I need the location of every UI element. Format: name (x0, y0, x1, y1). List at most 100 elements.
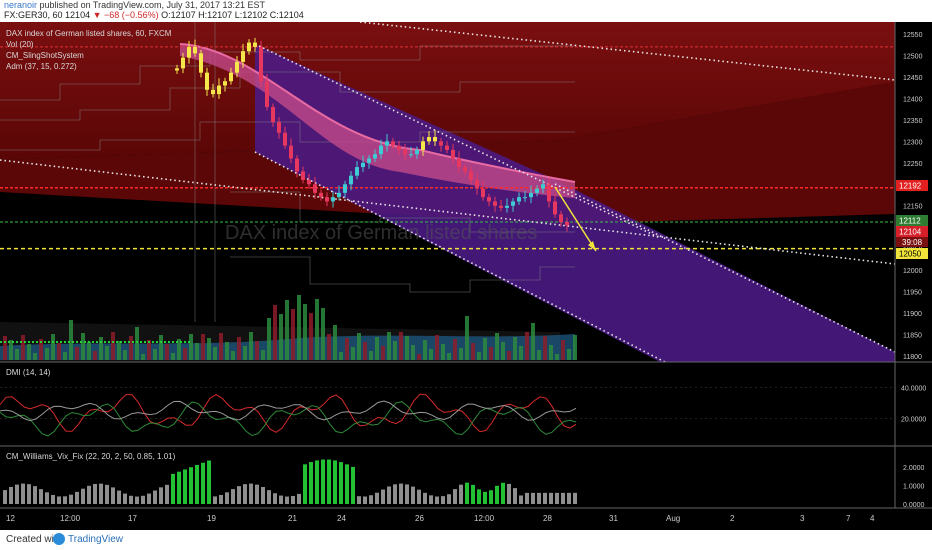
dmi-panel[interactable]: 40.0000 20.0000 (0, 386, 926, 437)
volume-bar (279, 314, 283, 360)
close-value: C:12104 (269, 10, 304, 20)
candle-body (511, 201, 515, 206)
volume-bar (309, 313, 313, 360)
volume-bar (45, 348, 49, 360)
down-arrow-icon: ▼ (92, 10, 102, 20)
volume-bar (201, 334, 205, 360)
time-axis[interactable]: 12 12:00 17 19 21 24 26 12:00 28 31 Aug 2 3 4 7 (6, 514, 875, 523)
vix-bar (153, 490, 157, 504)
vix-bar (243, 484, 247, 504)
vix-bar (573, 492, 577, 504)
price-tick-label: 12300 (903, 139, 923, 146)
volume-bar (135, 327, 139, 360)
volume-bar (471, 343, 475, 360)
candle-body (565, 222, 569, 226)
vix-bar (261, 487, 265, 504)
vix-bar (549, 492, 553, 504)
candle-body (523, 197, 527, 199)
vix-bar (33, 486, 37, 504)
time-tick-label: 7 (846, 514, 851, 523)
volume-bar (357, 333, 361, 360)
volume-bar (369, 351, 373, 360)
lower-trend-line (0, 159, 896, 265)
candle-body (343, 184, 347, 193)
volume-bar (99, 337, 103, 360)
candle-body (313, 184, 317, 193)
timer-label: 39:08 (902, 238, 923, 247)
vix-bar (567, 492, 571, 504)
symbol-label: FX:GER30, 60 (4, 10, 63, 20)
vix-bar (81, 488, 85, 504)
volume-bar (381, 346, 385, 360)
vix-bar (63, 496, 67, 504)
ribbon-band (180, 44, 575, 198)
vix-bar (501, 482, 505, 504)
candle-body (241, 51, 245, 62)
vix-bar (219, 494, 223, 504)
vix-bar (165, 484, 169, 504)
dmi-tick-label: 20.0000 (901, 417, 926, 424)
vix-bar (195, 465, 199, 504)
vix-bar (351, 466, 355, 504)
tradingview-brand[interactable]: TradingView (68, 534, 124, 545)
candle-body (301, 171, 305, 180)
green-level-label: 12112 (899, 217, 921, 226)
volume-bar (63, 352, 67, 360)
vix-bar (435, 496, 439, 504)
time-tick-label: 24 (337, 514, 346, 523)
candle-body (385, 141, 389, 146)
candle-body (439, 141, 443, 146)
time-tick-label: 19 (207, 514, 216, 523)
vix-fix-panel[interactable]: 2.0000 1.0000 0.0000 (3, 459, 925, 509)
candle-body (361, 162, 365, 168)
vix-bar (39, 489, 43, 504)
step-line (230, 191, 575, 233)
vix-bar (531, 492, 535, 504)
volume-bar (129, 336, 133, 360)
channel-extension (554, 183, 896, 353)
trend-lines (0, 21, 896, 363)
vix-bar (303, 464, 307, 504)
volume-bar (375, 337, 379, 360)
candle-body (355, 167, 359, 176)
vix-tick-label: 0.0000 (903, 502, 925, 509)
author-link[interactable]: neranoir (4, 0, 38, 10)
candle-body (529, 192, 533, 198)
step-line (0, 121, 575, 151)
time-tick-label: 4 (870, 514, 875, 523)
vix-bar (333, 460, 337, 504)
candle-body (463, 167, 467, 172)
publish-info: neranoir published on TradingView.com, J… (4, 0, 265, 10)
volume-bar (249, 332, 253, 360)
vix-bar (375, 492, 379, 504)
chart-area[interactable]: DAX index of German listed shares DAX in… (0, 21, 932, 530)
vix-bar (423, 492, 427, 504)
vix-bar (543, 492, 547, 504)
volume-bar (177, 339, 181, 360)
low-value: L:12102 (234, 10, 268, 20)
tradingview-logo-icon[interactable] (53, 533, 65, 545)
vix-tick-label: 2.0000 (903, 465, 925, 472)
volume-bar (285, 300, 289, 360)
volume-bar (165, 344, 169, 360)
chart-svg[interactable]: DAX index of German listed shares DAX in… (0, 21, 932, 530)
upper-channel-line (254, 43, 661, 239)
candle-body (535, 188, 539, 193)
published-text: published on TradingView.com, July 31, 2… (39, 0, 266, 10)
volume-bar (549, 345, 553, 360)
candle-body (469, 171, 473, 180)
vix-bar (189, 467, 193, 504)
volume-bar (405, 336, 409, 360)
volume-bar (561, 340, 565, 360)
price-tick-label: 11900 (903, 311, 922, 318)
time-tick-label: 21 (288, 514, 297, 523)
candle-body (541, 184, 545, 189)
volume-bar (513, 337, 517, 360)
vix-bar (429, 495, 433, 504)
vix-bar (147, 493, 151, 504)
candle-body (259, 46, 263, 82)
vix-bar (291, 495, 295, 504)
vix-bar (177, 471, 181, 504)
price-tick-label: 11950 (903, 290, 922, 297)
vix-bar (225, 492, 229, 504)
